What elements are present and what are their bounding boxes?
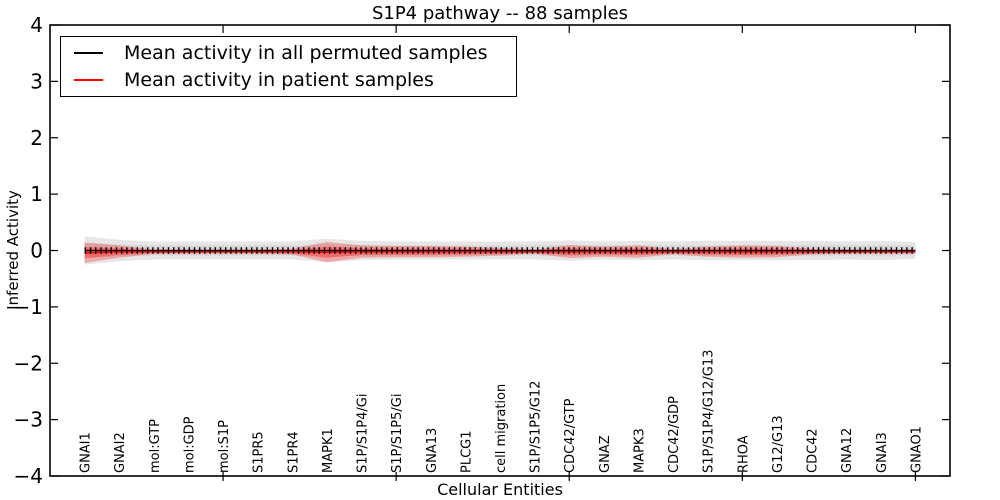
legend-label-patient: Mean activity in patient samples	[124, 69, 434, 91]
x-axis-label: Cellular Entities	[437, 480, 563, 499]
x-tick-label: CDC42/GTP	[563, 398, 578, 473]
y-tick-label: −3	[14, 408, 43, 432]
y-tick-label: 2	[30, 126, 43, 150]
x-tick-label: G12/G13	[771, 415, 786, 473]
x-tick-label: MAPK3	[632, 428, 647, 473]
legend-item-permuted: Mean activity in all permuted samples	[61, 40, 516, 66]
x-tick-label: GNA13	[425, 428, 440, 473]
x-tick-label: S1P/S1P4/Gi	[356, 394, 371, 473]
y-tick-label: 3	[30, 69, 43, 93]
y-axis-label: Inferred Activity	[4, 190, 22, 310]
axes-frame	[49, 24, 951, 477]
x-tick-label: CDC42/GDP	[667, 396, 682, 473]
x-tick-label: RHOA	[736, 435, 751, 473]
x-tick-label: S1P/S1P5/G12	[529, 381, 544, 473]
x-tick-label: GNA12	[840, 428, 855, 473]
chart-title: S1P4 pathway -- 88 samples	[371, 3, 629, 24]
x-tick-label: GNAI3	[875, 432, 890, 473]
x-tick-label: MAPK1	[321, 428, 336, 473]
y-tick-label: −2	[14, 351, 43, 375]
x-tick-label: GNAI2	[113, 432, 128, 473]
legend: Mean activity in all permuted samples Me…	[60, 36, 517, 97]
x-tick-label: CDC42	[806, 428, 821, 473]
x-tick-label: S1P/S1P5/Gi	[390, 394, 405, 473]
x-tick-label: PLCG1	[459, 430, 474, 473]
x-tick-label: cell migration	[494, 384, 509, 473]
permuted-line-swatch	[74, 52, 103, 54]
x-tick-label: GNAO1	[909, 426, 924, 473]
x-tick-label: S1PR5	[252, 431, 267, 473]
x-tick-label: GNAI1	[79, 432, 94, 473]
x-tick-label: mol:GDP	[182, 416, 197, 473]
y-tick-label: −4	[14, 464, 43, 488]
x-tick-label: mol:GTP	[148, 419, 163, 473]
patient-line-swatch	[74, 79, 103, 81]
x-tick-label: GNAZ	[598, 435, 613, 473]
y-tick-label: 4	[30, 13, 43, 37]
legend-item-patient: Mean activity in patient samples	[61, 67, 516, 93]
y-tick-label: 0	[30, 239, 43, 263]
y-tick-label: 1	[30, 182, 43, 206]
x-tick-label: S1P/S1P4/G12/G13	[702, 350, 717, 473]
legend-label-permuted: Mean activity in all permuted samples	[124, 42, 488, 64]
x-tick-label: S1PR4	[286, 431, 301, 473]
x-tick-label: mol:S1P	[217, 420, 232, 473]
y-tick-label: −1	[14, 295, 43, 319]
